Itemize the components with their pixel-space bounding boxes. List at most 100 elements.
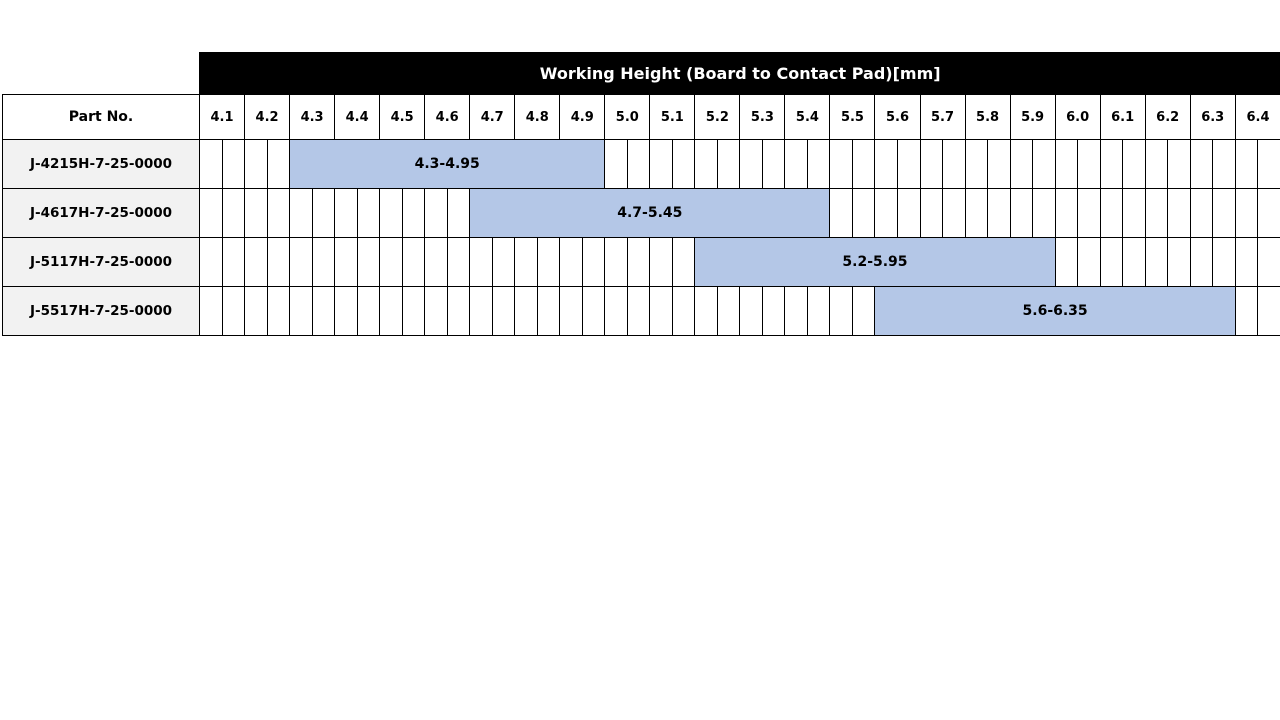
column-header-4.4: 4.4: [334, 94, 381, 140]
grid-cell: [1099, 139, 1124, 189]
grid-cell: [1122, 139, 1146, 189]
grid-cell: [199, 188, 223, 238]
grid-cell: [311, 188, 336, 238]
column-header-6.0: 6.0: [1054, 94, 1101, 140]
grid-cell: [266, 286, 291, 336]
grid-cell: [559, 237, 583, 287]
grid-cell: [1009, 139, 1034, 189]
grid-cell: [1167, 188, 1191, 238]
grid-cell: [424, 188, 448, 238]
grid-cell: [942, 188, 966, 238]
grid-cell: [1167, 237, 1191, 287]
grid-cell: [1144, 188, 1169, 238]
grid-cell: [221, 237, 246, 287]
column-header-5.2: 5.2: [694, 94, 741, 140]
grid-cell: [851, 139, 876, 189]
grid-cell: [1054, 188, 1079, 238]
grid-cell: [919, 188, 944, 238]
range-bar: 4.7-5.45: [469, 188, 831, 238]
grid-cell: [221, 139, 246, 189]
part-number: J-4215H-7-25-0000: [2, 139, 200, 189]
working-height-table: Working Height (Board to Contact Pad)[mm…: [2, 52, 1280, 336]
grid-cell: [626, 139, 651, 189]
grid-cell: [604, 286, 628, 336]
grid-cell: [334, 188, 358, 238]
grid-cell: [604, 139, 628, 189]
column-header-5.9: 5.9: [1009, 94, 1056, 140]
grid-cell: [739, 139, 763, 189]
grid-cell: [1077, 139, 1101, 189]
grid-cell: [1009, 188, 1034, 238]
grid-cell: [469, 286, 493, 336]
grid-cell: [1122, 237, 1146, 287]
grid-cell: [1234, 139, 1259, 189]
grid-cell: [311, 237, 336, 287]
grid-cell: [356, 188, 381, 238]
grid-cell: [1257, 139, 1280, 189]
column-header-5.8: 5.8: [964, 94, 1011, 140]
column-header-6.4: 6.4: [1234, 94, 1280, 140]
grid-cell: [199, 286, 223, 336]
grid-cell: [1054, 139, 1079, 189]
grid-cell: [491, 286, 516, 336]
grid-cell: [716, 139, 741, 189]
part-number: J-5117H-7-25-0000: [2, 237, 200, 287]
part-number: J-5517H-7-25-0000: [2, 286, 200, 336]
grid-cell: [514, 237, 538, 287]
grid-cell: [649, 139, 673, 189]
column-header-4.2: 4.2: [244, 94, 291, 140]
grid-cell: [694, 139, 718, 189]
blank-corner: [2, 52, 200, 95]
grid-cell: [896, 139, 921, 189]
grid-cell: [356, 237, 381, 287]
grid-cell: [536, 237, 561, 287]
grid-cell: [401, 237, 426, 287]
column-header-4.9: 4.9: [559, 94, 606, 140]
grid-cell: [536, 286, 561, 336]
grid-cell: [1144, 237, 1169, 287]
grid-cell: [1099, 188, 1124, 238]
grid-cell: [1257, 286, 1280, 336]
grid-cell: [289, 188, 313, 238]
grid-cell: [1122, 188, 1146, 238]
grid-cell: [716, 286, 741, 336]
grid-cell: [266, 188, 291, 238]
grid-cell: [1234, 188, 1259, 238]
grid-cell: [1144, 139, 1169, 189]
grid-cell: [244, 188, 268, 238]
grid-cell: [874, 188, 898, 238]
grid-cell: [1234, 237, 1259, 287]
grid-cell: [1257, 188, 1280, 238]
grid-cell: [604, 237, 628, 287]
grid-cell: [1212, 188, 1236, 238]
grid-cell: [266, 237, 291, 287]
grid-cell: [851, 188, 876, 238]
grid-cell: [1189, 237, 1214, 287]
column-header-4.5: 4.5: [379, 94, 426, 140]
grid-cell: [1167, 139, 1191, 189]
grid-cell: [424, 286, 448, 336]
grid-cell: [964, 188, 989, 238]
grid-cell: [379, 188, 403, 238]
grid-cell: [829, 139, 853, 189]
grid-cell: [987, 188, 1011, 238]
range-bar: 5.6-6.35: [874, 286, 1236, 336]
part-number: J-4617H-7-25-0000: [2, 188, 200, 238]
grid-cell: [401, 286, 426, 336]
grid-cell: [491, 237, 516, 287]
grid-cell: [694, 286, 718, 336]
grid-cell: [266, 139, 291, 189]
grid-cell: [964, 139, 989, 189]
grid-cell: [1032, 139, 1056, 189]
grid-cell: [784, 286, 808, 336]
grid-cell: [581, 237, 606, 287]
grid-cell: [851, 286, 876, 336]
grid-cell: [874, 139, 898, 189]
grid-cell: [424, 237, 448, 287]
column-header-4.6: 4.6: [424, 94, 471, 140]
grid-cell: [244, 139, 268, 189]
grid-cell: [671, 139, 696, 189]
grid-cell: [514, 286, 538, 336]
grid-cell: [739, 286, 763, 336]
grid-cell: [649, 237, 673, 287]
